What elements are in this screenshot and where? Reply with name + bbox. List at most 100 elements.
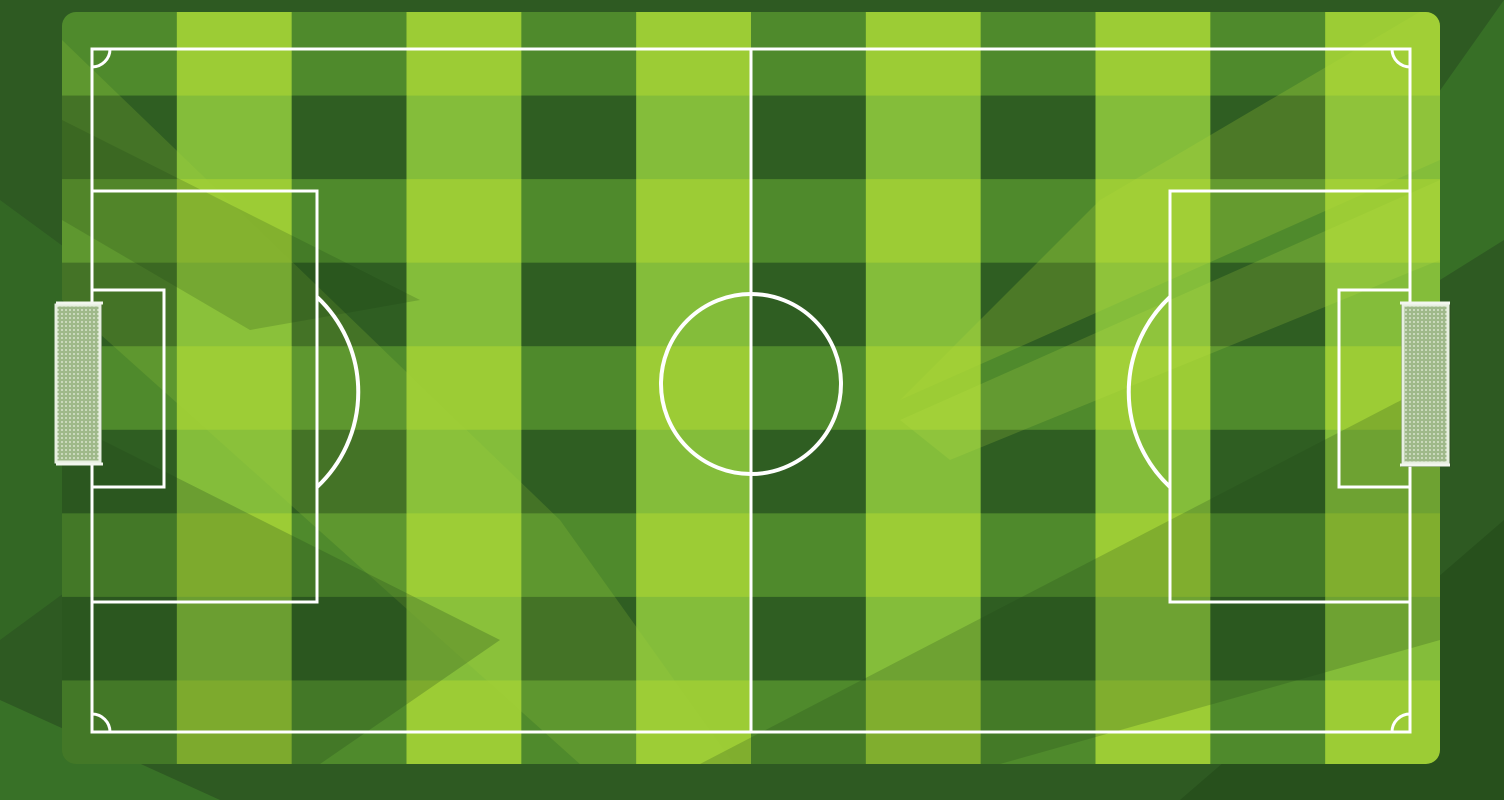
center-circle: [659, 292, 843, 476]
turf-tile: [865, 12, 982, 97]
turf-tile: [406, 179, 522, 264]
turf-tile: [636, 179, 752, 264]
turf-tile: [751, 680, 867, 764]
turf-shard: [62, 420, 500, 764]
turf-tile: [62, 179, 178, 264]
turf-tile: [1095, 513, 1211, 598]
turf-tile: [980, 596, 1096, 681]
turf-tile: [176, 596, 293, 681]
turf-tile: [406, 12, 522, 97]
turf-tile: [291, 12, 407, 97]
turf-tile: [1325, 680, 1440, 764]
turf-tile: [980, 179, 1096, 264]
turf-tile: [636, 262, 752, 347]
turf-tile: [521, 95, 637, 180]
turf-tile: [865, 429, 982, 514]
turf-tile: [176, 513, 293, 598]
turf-tile: [406, 95, 522, 180]
turf-tile: [291, 262, 407, 347]
turf-tile: [521, 680, 637, 764]
right-penalty-arc: [1126, 295, 1172, 489]
turf-tile: [1095, 95, 1211, 180]
turf-tile: [521, 596, 637, 681]
turf-tile: [1325, 179, 1440, 264]
turf-tile: [406, 680, 522, 764]
turf-tile: [1095, 429, 1211, 514]
turf-tile: [521, 346, 637, 431]
pitch-turf: [62, 12, 1440, 764]
turf-tile: [291, 680, 407, 764]
turf-tile: [521, 429, 637, 514]
turf-tile: [751, 513, 867, 598]
turf-tile: [1095, 346, 1211, 431]
turf-tile: [406, 429, 522, 514]
turf-tile: [291, 513, 407, 598]
turf-shard: [62, 40, 760, 764]
turf-tile: [291, 95, 407, 180]
turf-tile: [980, 680, 1096, 764]
turf-tile: [636, 95, 752, 180]
turf-tile: [62, 513, 178, 598]
turf-tile: [62, 95, 178, 180]
turf-shard: [62, 120, 420, 330]
turf-tile: [1095, 680, 1211, 764]
turf-tile: [980, 346, 1096, 431]
turf-tile: [1095, 179, 1211, 264]
turf-tile: [1210, 179, 1326, 264]
turf-tile: [980, 95, 1096, 180]
turf-tile: [865, 596, 982, 681]
turf-tile: [176, 429, 293, 514]
turf-tile: [865, 262, 982, 347]
turf-tile: [521, 262, 637, 347]
turf-tile: [751, 596, 867, 681]
turf-tile: [1210, 346, 1326, 431]
turf-tile: [291, 346, 407, 431]
turf-tile: [1325, 513, 1440, 598]
turf-tile: [521, 12, 637, 97]
turf-tile: [751, 12, 867, 97]
turf-tile: [636, 596, 752, 681]
corner-arc-bottom-left: [91, 712, 112, 733]
turf-tile: [865, 346, 982, 431]
turf-tile: [62, 12, 178, 97]
turf-tile: [1210, 513, 1326, 598]
left-penalty-arc: [315, 295, 361, 489]
turf-shard: [700, 380, 1440, 764]
turf-tile: [636, 346, 752, 431]
turf-tile: [176, 680, 293, 764]
corner-arc-top-right: [1390, 48, 1411, 69]
turf-tile: [751, 346, 867, 431]
turf-tile: [751, 95, 867, 180]
turf-tile: [636, 680, 752, 764]
left-goal: [54, 301, 103, 466]
turf-tile: [406, 513, 522, 598]
turf-tile: [865, 95, 982, 180]
turf-tile: [980, 513, 1096, 598]
turf-tile: [406, 346, 522, 431]
corner-arc-top-left: [91, 48, 112, 69]
left-goal-net: [54, 303, 102, 464]
turf-tile: [1210, 262, 1326, 347]
turf-tile: [176, 179, 293, 264]
turf-tile: [176, 262, 293, 347]
turf-tile: [865, 680, 982, 764]
turf-tile: [291, 179, 407, 264]
turf-tile: [1210, 596, 1326, 681]
turf-tile: [1325, 596, 1440, 681]
turf-tile: [62, 680, 178, 764]
turf-tile: [176, 95, 293, 180]
turf-tile: [521, 179, 637, 264]
turf-tile: [636, 513, 752, 598]
right-goal: [1400, 301, 1451, 467]
turf-tile: [1210, 95, 1326, 180]
turf-tile: [1095, 596, 1211, 681]
turf-tile: [751, 179, 867, 264]
turf-tile: [1210, 12, 1326, 97]
turf-tile: [1210, 429, 1326, 514]
turf-tile: [406, 262, 522, 347]
turf-tile: [980, 429, 1096, 514]
turf-tile: [636, 12, 752, 97]
turf-tile: [291, 596, 407, 681]
